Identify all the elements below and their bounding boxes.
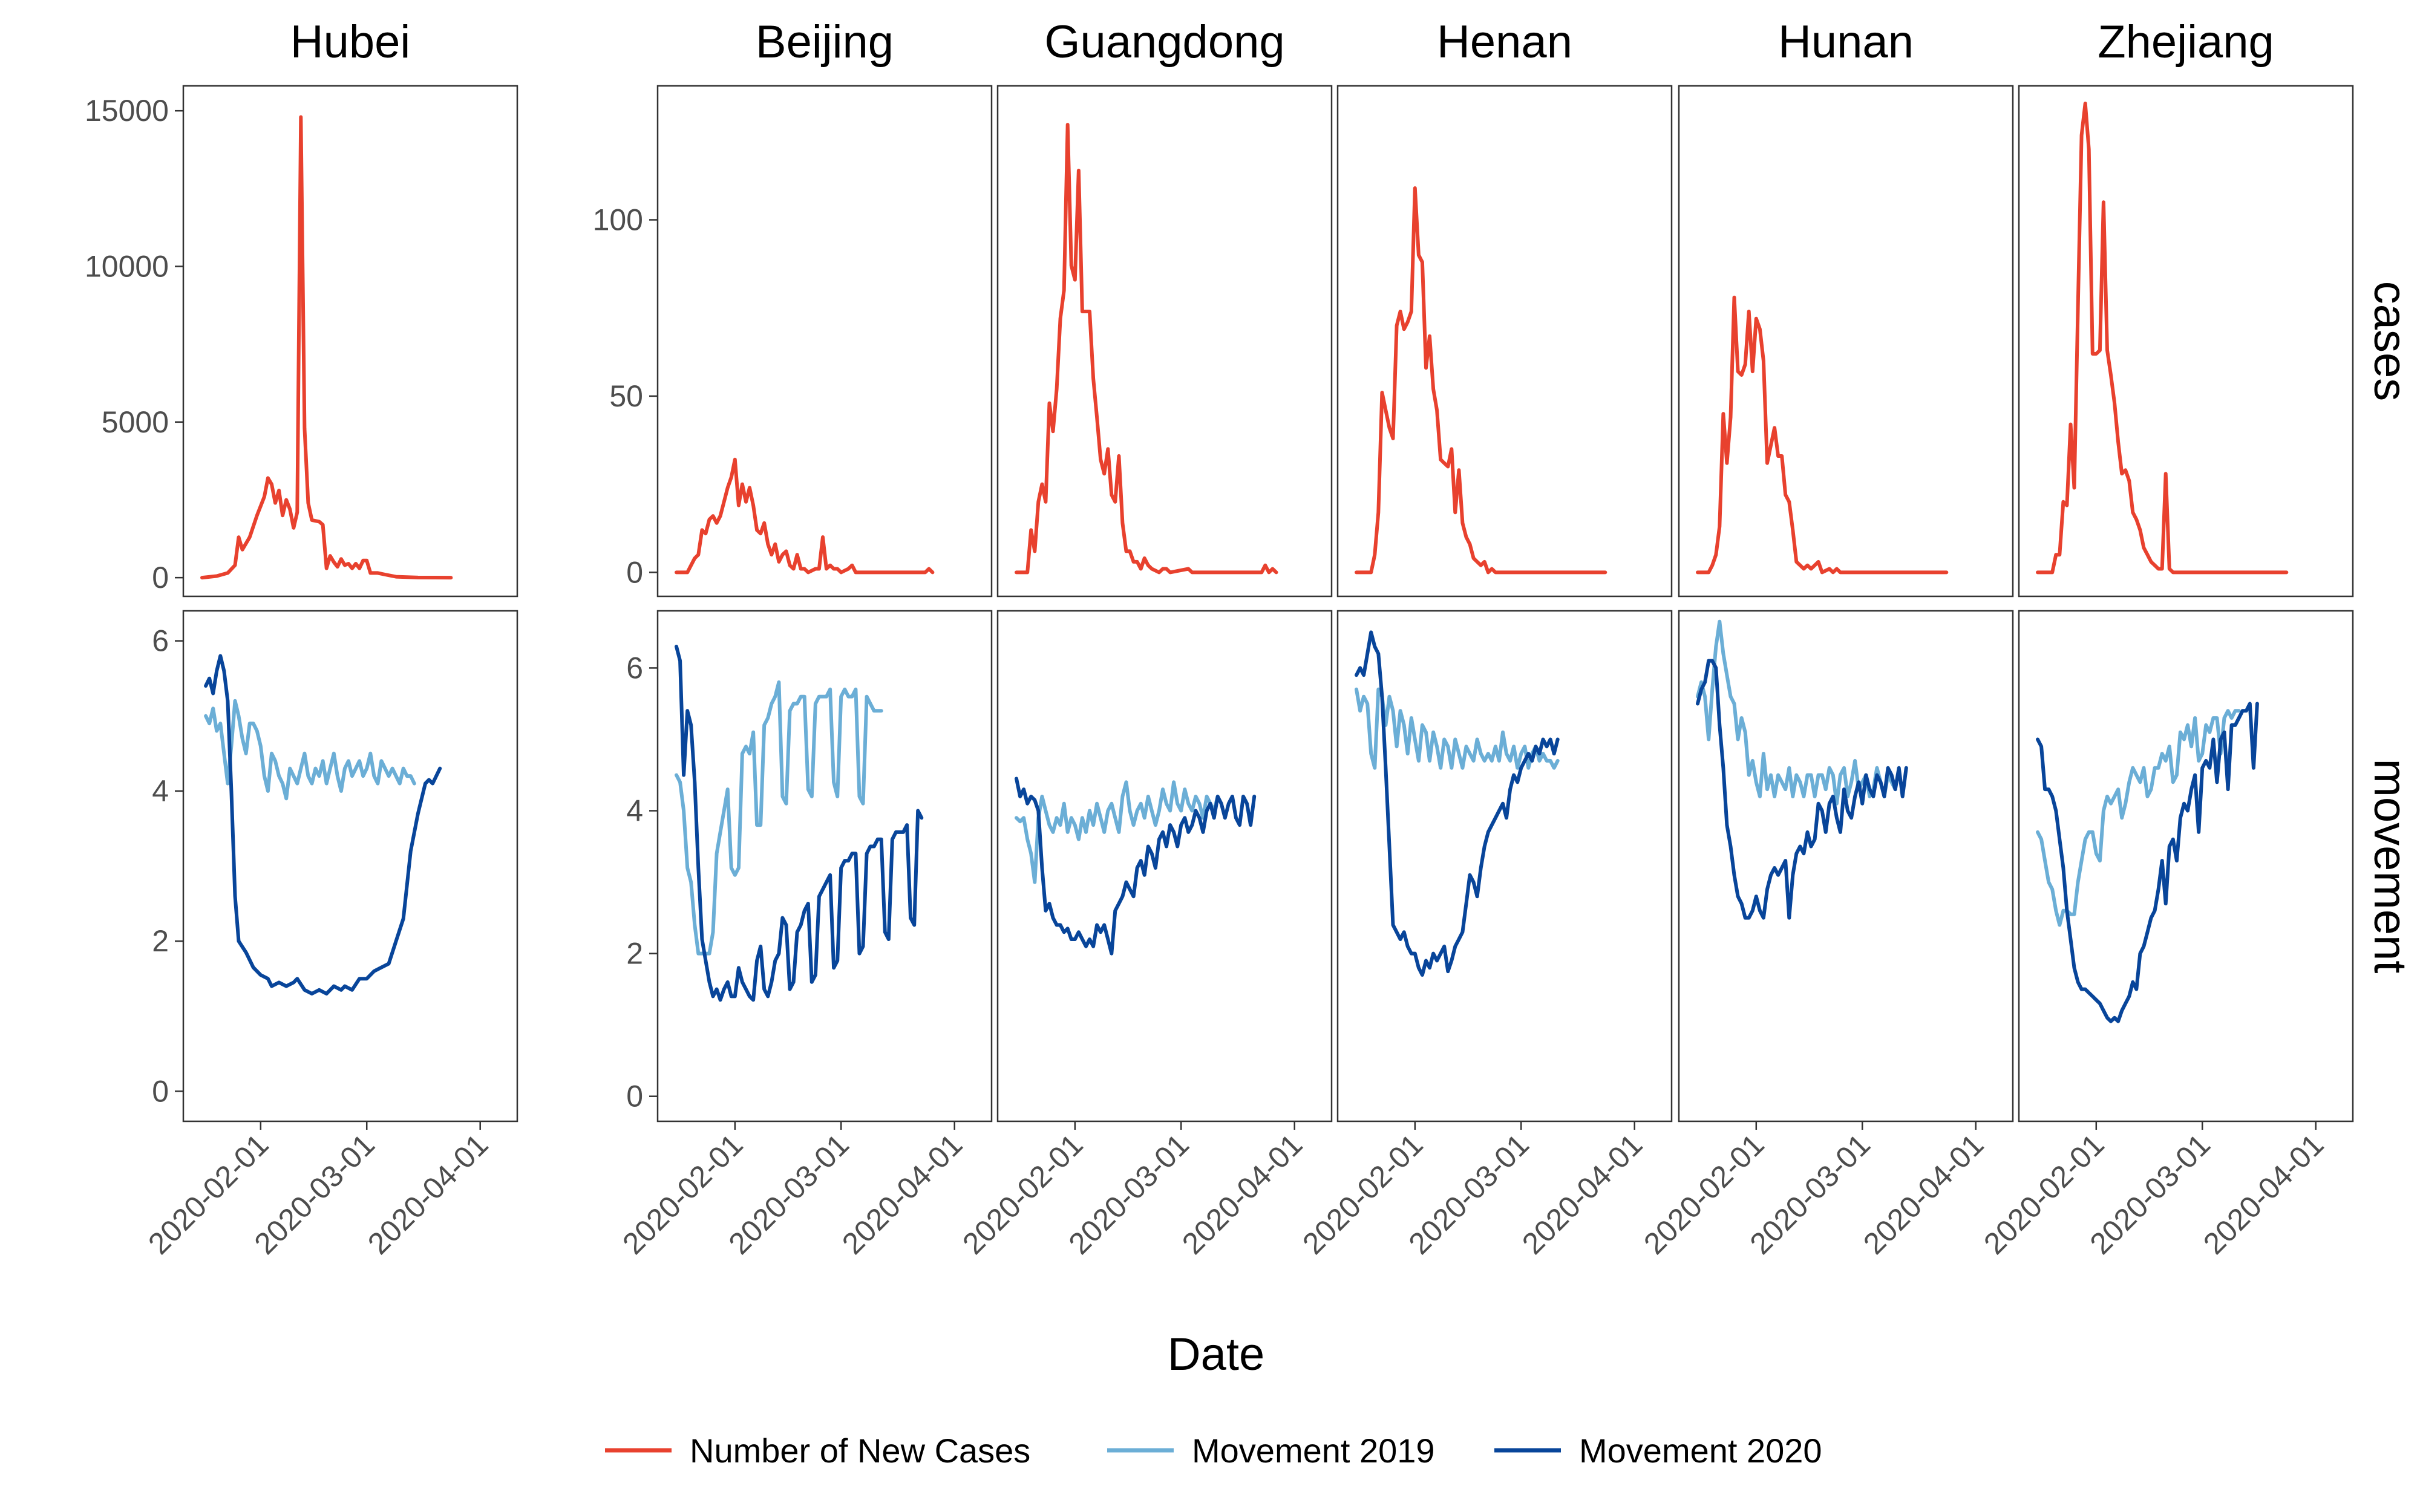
cases-subplot: 0 5000 10000 15000 (85, 85, 518, 598)
y-tick-label: 15000 (85, 94, 169, 128)
facet-title-henan: Henan (1437, 16, 1572, 68)
y-tick-label: 50 (609, 379, 643, 413)
panels-layer: Hubei05000100001500002462020-02-012020-0… (85, 16, 2416, 1261)
facet-title-zhejiang: Zhejiang (2098, 16, 2274, 68)
panel-frame (182, 85, 518, 598)
y-tick-label: 2 (152, 924, 169, 958)
y-tick-label: 0 (626, 555, 643, 589)
movement-2020-line (675, 645, 924, 1002)
facet-title-hubei: Hubei (290, 16, 411, 68)
new-cases-line (1355, 186, 1607, 575)
facet-title-guangdong: Guangdong (1044, 16, 1284, 68)
y-tick-label: 0 (152, 1074, 169, 1108)
y-tick-label: 0 (626, 1080, 643, 1113)
movement-2020-line (2036, 702, 2259, 1023)
movement-2019-line (204, 699, 416, 801)
y-tick-label: 5000 (102, 405, 169, 439)
facet-title-beijing: Beijing (756, 16, 894, 68)
new-cases-line (675, 457, 935, 575)
movement-2020-line (1015, 777, 1257, 956)
cases-subplot (2018, 85, 2354, 598)
x-tick-label: 2020-04-01 (2197, 1127, 2330, 1260)
panel-frame (996, 610, 1333, 1123)
y-tick-label: 0 (152, 561, 169, 595)
legend-label: Movement 2019 (1192, 1432, 1435, 1470)
movement-2019-line (1015, 780, 1220, 884)
legend-label: Movement 2020 (1579, 1432, 1822, 1470)
x-tick-label: 2020-04-01 (361, 1127, 494, 1260)
movement-2019-line (1355, 687, 1560, 770)
x-tick-label: 2020-04-01 (1516, 1127, 1649, 1260)
movement-2020-line (204, 654, 442, 996)
cases-subplot: 0 50 100 (593, 85, 993, 598)
new-cases-line (200, 115, 453, 580)
facet-title-hunan: Hunan (1778, 16, 1914, 68)
panel-frame (182, 610, 518, 1123)
movement-2020-line (1355, 630, 1560, 977)
panel-frame (996, 85, 1333, 598)
panel-hubei: Hubei05000100001500002462020-02-012020-0… (85, 16, 518, 1261)
movement-2019-line (2036, 709, 2241, 927)
y-tick-label: 10000 (85, 249, 169, 283)
y-tick-label: 6 (152, 624, 169, 658)
legend: Number of New Cases Movement 2019 Movement… (605, 1432, 1822, 1470)
panel-frame (656, 610, 993, 1123)
movement-2020-line (1696, 659, 1908, 920)
cases-subplot (996, 85, 1333, 598)
panel-frame (1336, 610, 1673, 1123)
x-tick-label: 2020-04-01 (836, 1127, 969, 1260)
panel-beijing: Beijing05010002462020-02-012020-03-01202… (593, 16, 993, 1261)
facet-row-label-cases: cases (2364, 281, 2416, 402)
panel-frame (2018, 85, 2354, 598)
y-tick-label: 4 (626, 794, 643, 828)
panel-frame (656, 85, 993, 598)
panel-frame (2018, 610, 2354, 1123)
cases-subplot (1678, 85, 2014, 598)
movement-2019-line (1696, 619, 1897, 806)
panel-frame (1678, 610, 2014, 1123)
panel-frame (1678, 85, 2014, 598)
y-tick-label: 100 (593, 203, 643, 236)
x-tick-label: 2020-04-01 (1857, 1127, 1990, 1260)
new-cases-line (1696, 295, 1949, 575)
legend-label: Number of New Cases (690, 1432, 1030, 1470)
y-tick-label: 6 (626, 651, 643, 685)
legend-item: Movement 2019 (1107, 1432, 1435, 1470)
x-tick-label: 2020-04-01 (1176, 1127, 1309, 1260)
movement-2019-line (675, 680, 883, 956)
panel-frame (1336, 85, 1673, 598)
new-cases-line (1015, 123, 1278, 575)
new-cases-line (2036, 102, 2289, 575)
x-axis-title: Date (1168, 1329, 1265, 1380)
y-tick-label: 4 (152, 774, 169, 808)
y-tick-label: 2 (626, 937, 643, 971)
facet-row-label-movement: movement (2364, 759, 2416, 974)
legend-item: Number of New Cases (605, 1432, 1030, 1470)
legend-item: Movement 2020 (1494, 1432, 1822, 1470)
cases-subplot (1336, 85, 1673, 598)
